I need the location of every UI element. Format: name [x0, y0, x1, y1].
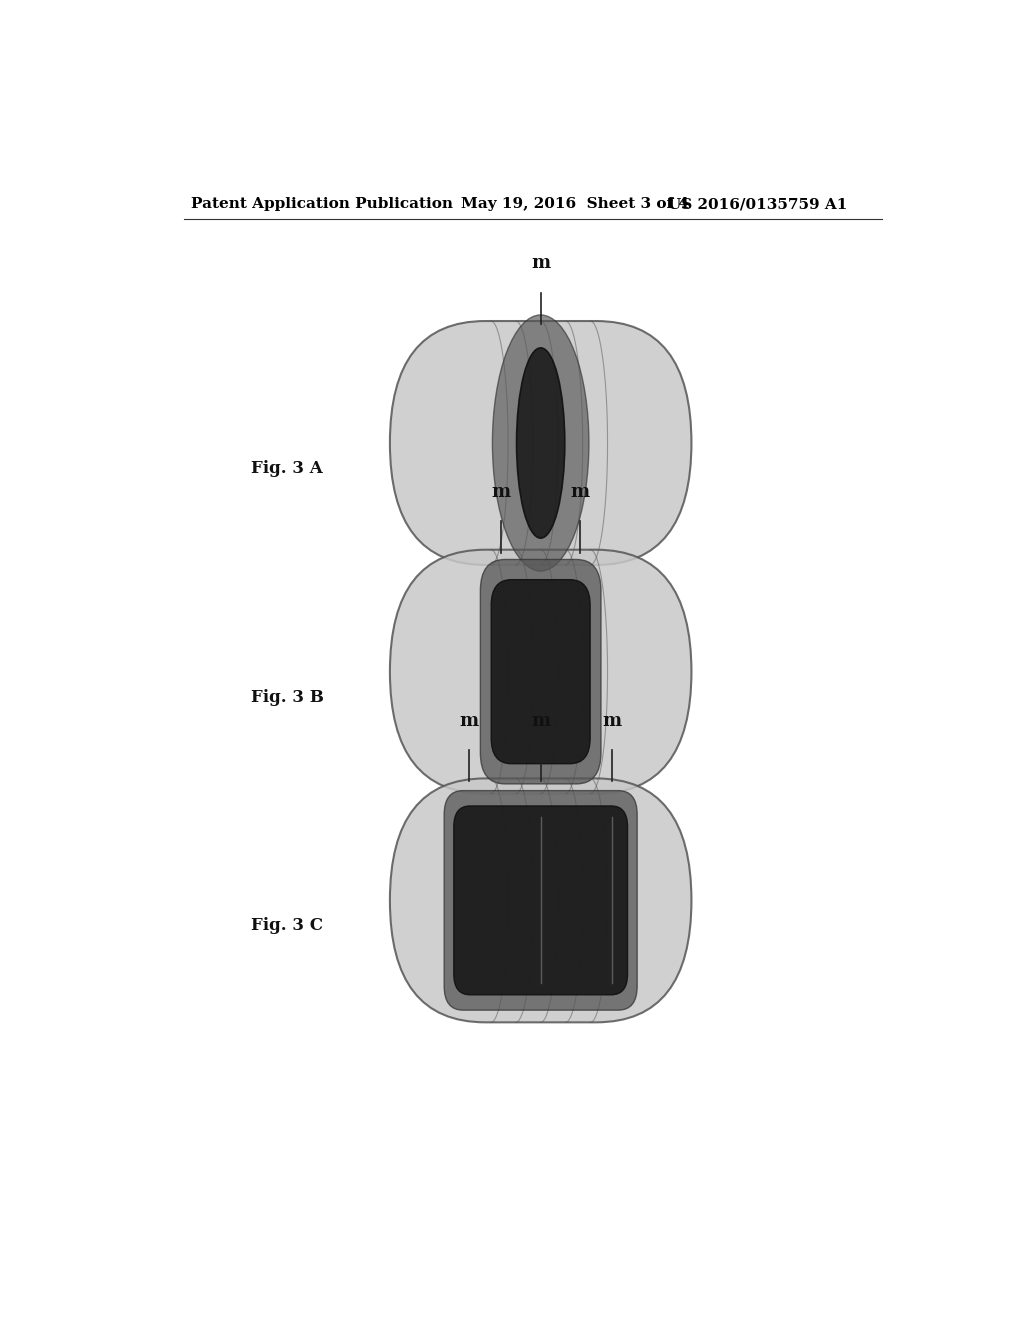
FancyBboxPatch shape — [390, 779, 691, 1022]
FancyBboxPatch shape — [390, 321, 691, 565]
Text: US 2016/0135759 A1: US 2016/0135759 A1 — [668, 197, 847, 211]
Text: m: m — [602, 711, 622, 730]
Text: m: m — [492, 483, 511, 500]
FancyBboxPatch shape — [454, 807, 628, 995]
Text: m: m — [531, 255, 550, 272]
FancyBboxPatch shape — [444, 791, 637, 1010]
Text: m: m — [570, 483, 590, 500]
Text: Fig. 3 C: Fig. 3 C — [251, 917, 323, 935]
FancyBboxPatch shape — [492, 579, 590, 764]
Text: Fig. 3 B: Fig. 3 B — [251, 689, 324, 706]
Ellipse shape — [493, 315, 589, 572]
Text: May 19, 2016  Sheet 3 of 4: May 19, 2016 Sheet 3 of 4 — [461, 197, 689, 211]
FancyBboxPatch shape — [390, 549, 691, 793]
Text: Patent Application Publication: Patent Application Publication — [191, 197, 454, 211]
Ellipse shape — [516, 348, 565, 539]
Text: m: m — [531, 711, 550, 730]
Text: Fig. 3 A: Fig. 3 A — [251, 459, 323, 477]
Text: m: m — [460, 711, 479, 730]
FancyBboxPatch shape — [480, 560, 601, 784]
